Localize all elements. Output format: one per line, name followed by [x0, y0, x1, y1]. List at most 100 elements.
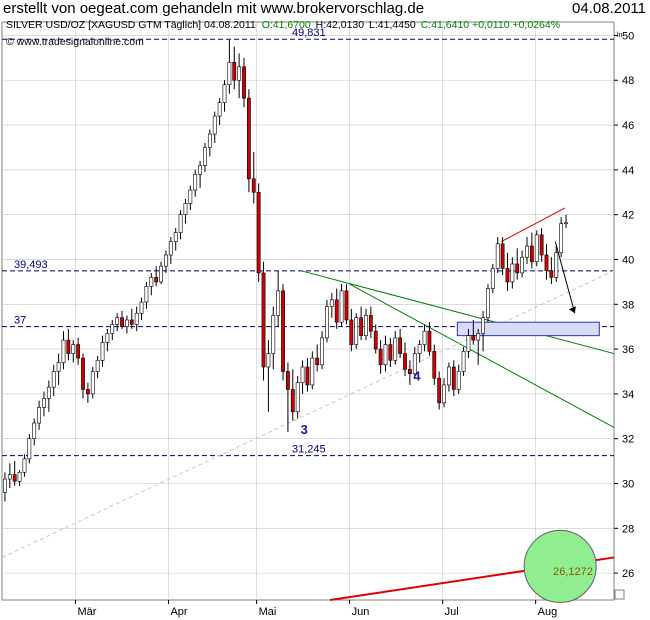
- candle-up: [22, 458, 27, 473]
- candle-up: [466, 335, 471, 352]
- candle-down: [334, 299, 339, 323]
- projection-arrow-head: [568, 306, 576, 314]
- candle-up: [320, 337, 324, 366]
- candle-up: [456, 371, 461, 390]
- ohlc-close: C:41,6410 +0,0110 +0,0264%: [421, 19, 560, 31]
- resistance-zone: [456, 321, 600, 337]
- target-circle: [523, 529, 597, 603]
- candle-up: [329, 299, 334, 307]
- x-tick-label: Apr: [170, 606, 187, 618]
- candle-up: [173, 232, 178, 242]
- grid-lines: [2, 22, 614, 600]
- scale-mode-label[interactable]: ln: [617, 32, 623, 39]
- candle-up: [393, 337, 398, 361]
- candle-up: [534, 234, 539, 263]
- wave-label: 4: [413, 368, 421, 383]
- candle-down: [66, 339, 71, 354]
- candle-up: [56, 362, 61, 372]
- candle-down: [515, 263, 520, 274]
- candle-down: [505, 268, 510, 283]
- instrument-label: SILVER USD/OZ [XAGUSD GTM Täglich] 04.08…: [6, 19, 560, 31]
- watermark: © www.tradesignalonline.com: [6, 36, 144, 48]
- candle-up: [110, 324, 115, 334]
- candle-up: [46, 386, 51, 399]
- candle-up: [100, 342, 105, 361]
- candle-up: [3, 478, 7, 493]
- y-tick-label: 32: [622, 434, 634, 446]
- candle-down: [242, 66, 246, 99]
- candle-down: [344, 290, 349, 321]
- chart-header-date: 04.08.2011: [572, 0, 646, 17]
- target-label: 26,1272: [553, 566, 593, 578]
- candle-down: [544, 254, 549, 271]
- level-label: 49,831: [292, 27, 326, 39]
- ohlc-low: L:41,4450: [369, 19, 416, 31]
- y-tick-label: 48: [622, 75, 634, 87]
- candle-up: [144, 286, 149, 303]
- y-tick-label: 50: [622, 30, 634, 42]
- price-axis: 50 48 46 44 42 40 38 36 34 32 30 28 26: [614, 30, 634, 580]
- candle-up: [193, 174, 198, 191]
- candle-up: [412, 353, 417, 375]
- candle-up: [461, 351, 466, 372]
- candle-up: [183, 203, 188, 215]
- candle-up: [149, 277, 154, 287]
- candle-down: [120, 317, 124, 327]
- candle-up: [90, 371, 95, 395]
- candle-up: [105, 333, 110, 343]
- candle-up: [32, 422, 37, 439]
- candle-up: [164, 254, 168, 267]
- trendline-falling-resistance-lower: [349, 283, 615, 428]
- candle-up: [364, 315, 368, 336]
- candle-down: [437, 377, 442, 404]
- candle-up: [481, 317, 485, 334]
- trendline-rising-channel-top: [501, 207, 566, 242]
- candle-up: [139, 301, 144, 314]
- candle-down: [129, 319, 134, 325]
- candle-down: [471, 335, 476, 341]
- candle-up: [564, 222, 568, 225]
- candle-down: [373, 330, 378, 350]
- candle-up: [198, 165, 202, 175]
- candle-up: [525, 245, 529, 258]
- instrument-name: SILVER USD/OZ [XAGUSD GTM Täglich] 04.08…: [6, 19, 256, 31]
- candle-up: [222, 84, 227, 103]
- y-tick-label: 40: [622, 254, 634, 266]
- candle-up: [27, 438, 32, 460]
- candle-up: [71, 344, 76, 354]
- candle-up: [310, 357, 315, 386]
- candle-up: [447, 366, 451, 386]
- candle-up: [490, 268, 495, 289]
- candle-down: [251, 178, 256, 193]
- candle-down: [388, 344, 393, 361]
- candle-down: [85, 389, 90, 395]
- x-tick-label: Jun: [352, 606, 370, 618]
- candle-up: [559, 223, 564, 254]
- candle-up: [17, 472, 22, 482]
- candle-down: [281, 290, 285, 372]
- candle-up: [227, 62, 232, 86]
- candle-down: [403, 353, 407, 370]
- candle-up: [486, 288, 490, 319]
- candle-down: [76, 344, 81, 359]
- y-tick-label: 28: [622, 523, 634, 535]
- candle-up: [51, 371, 56, 388]
- corner-button[interactable]: [614, 589, 625, 600]
- candle-up: [554, 252, 559, 278]
- candle-down: [427, 330, 432, 352]
- candle-up: [125, 319, 129, 327]
- candle-up: [212, 115, 217, 135]
- candle-down: [539, 234, 544, 256]
- y-tick-label: 36: [622, 344, 634, 356]
- candle-up: [266, 353, 271, 368]
- y-tick-label: 34: [622, 389, 634, 401]
- candle-up: [178, 214, 183, 233]
- candle-up: [37, 407, 41, 424]
- candle-down: [407, 368, 412, 375]
- candle-up: [134, 312, 139, 325]
- resistance-zone-box: [456, 321, 600, 337]
- ohlc-open: O:41,6700: [262, 19, 311, 31]
- candle-up: [417, 344, 422, 354]
- level-label: 31,245: [292, 444, 326, 456]
